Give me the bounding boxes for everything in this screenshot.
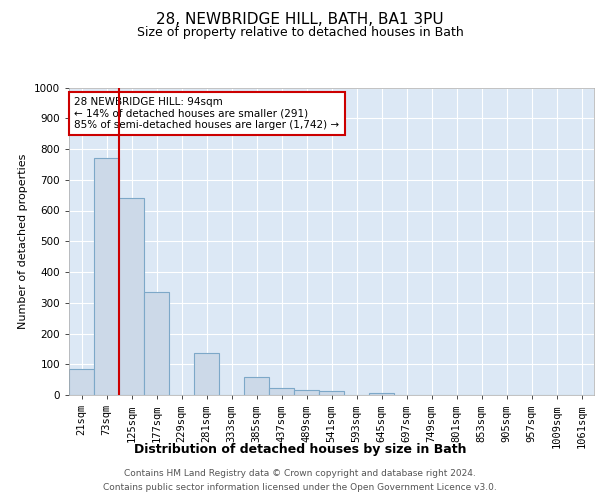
Y-axis label: Number of detached properties: Number of detached properties [18, 154, 28, 329]
Bar [144, 292, 169, 395]
Text: 28 NEWBRIDGE HILL: 94sqm
← 14% of detached houses are smaller (291)
85% of semi-: 28 NEWBRIDGE HILL: 94sqm ← 14% of detach… [74, 96, 340, 130]
Bar [119, 198, 144, 395]
Text: Distribution of detached houses by size in Bath: Distribution of detached houses by size … [134, 442, 466, 456]
Text: Size of property relative to detached houses in Bath: Size of property relative to detached ho… [137, 26, 463, 39]
Bar [244, 376, 269, 395]
Bar [69, 369, 94, 395]
Bar [294, 390, 319, 395]
Bar [319, 390, 344, 395]
Text: Contains HM Land Registry data © Crown copyright and database right 2024.: Contains HM Land Registry data © Crown c… [124, 468, 476, 477]
Bar [194, 354, 219, 395]
Bar [94, 158, 119, 395]
Text: Contains public sector information licensed under the Open Government Licence v3: Contains public sector information licen… [103, 484, 497, 492]
Text: 28, NEWBRIDGE HILL, BATH, BA1 3PU: 28, NEWBRIDGE HILL, BATH, BA1 3PU [156, 12, 444, 28]
Bar [369, 392, 394, 395]
Bar [269, 388, 294, 395]
